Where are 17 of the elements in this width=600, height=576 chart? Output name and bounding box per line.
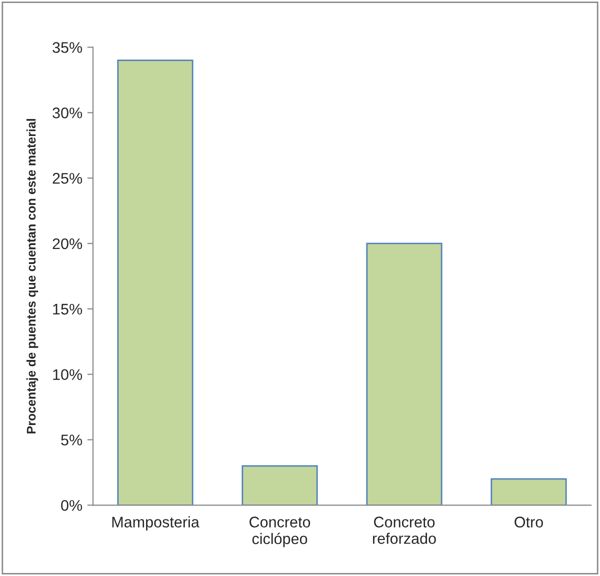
y-tick-label: 20%: [52, 238, 82, 250]
y-axis-title: Procentaje de puentes que cuentan con este material: [26, 119, 38, 434]
x-tick-label: Mamposteria: [112, 516, 200, 531]
y-tick-label: 15%: [53, 304, 82, 315]
bar: [117, 60, 194, 506]
bar: [242, 465, 318, 506]
bar: [490, 478, 567, 506]
y-tick-label: 0%: [61, 500, 82, 511]
x-tick-label: Concreto ciclópeo: [250, 516, 310, 548]
x-tick-label: Concreto reforzado: [372, 516, 436, 544]
bar: [366, 242, 442, 506]
y-tick-label: 30%: [52, 108, 82, 118]
y-tick-label: 5%: [61, 434, 82, 446]
y-tick-label: 35%: [52, 42, 82, 53]
y-tick-label: 25%: [52, 172, 82, 184]
y-tick-label: 10%: [53, 369, 82, 380]
x-tick-label: Otro: [514, 516, 543, 528]
